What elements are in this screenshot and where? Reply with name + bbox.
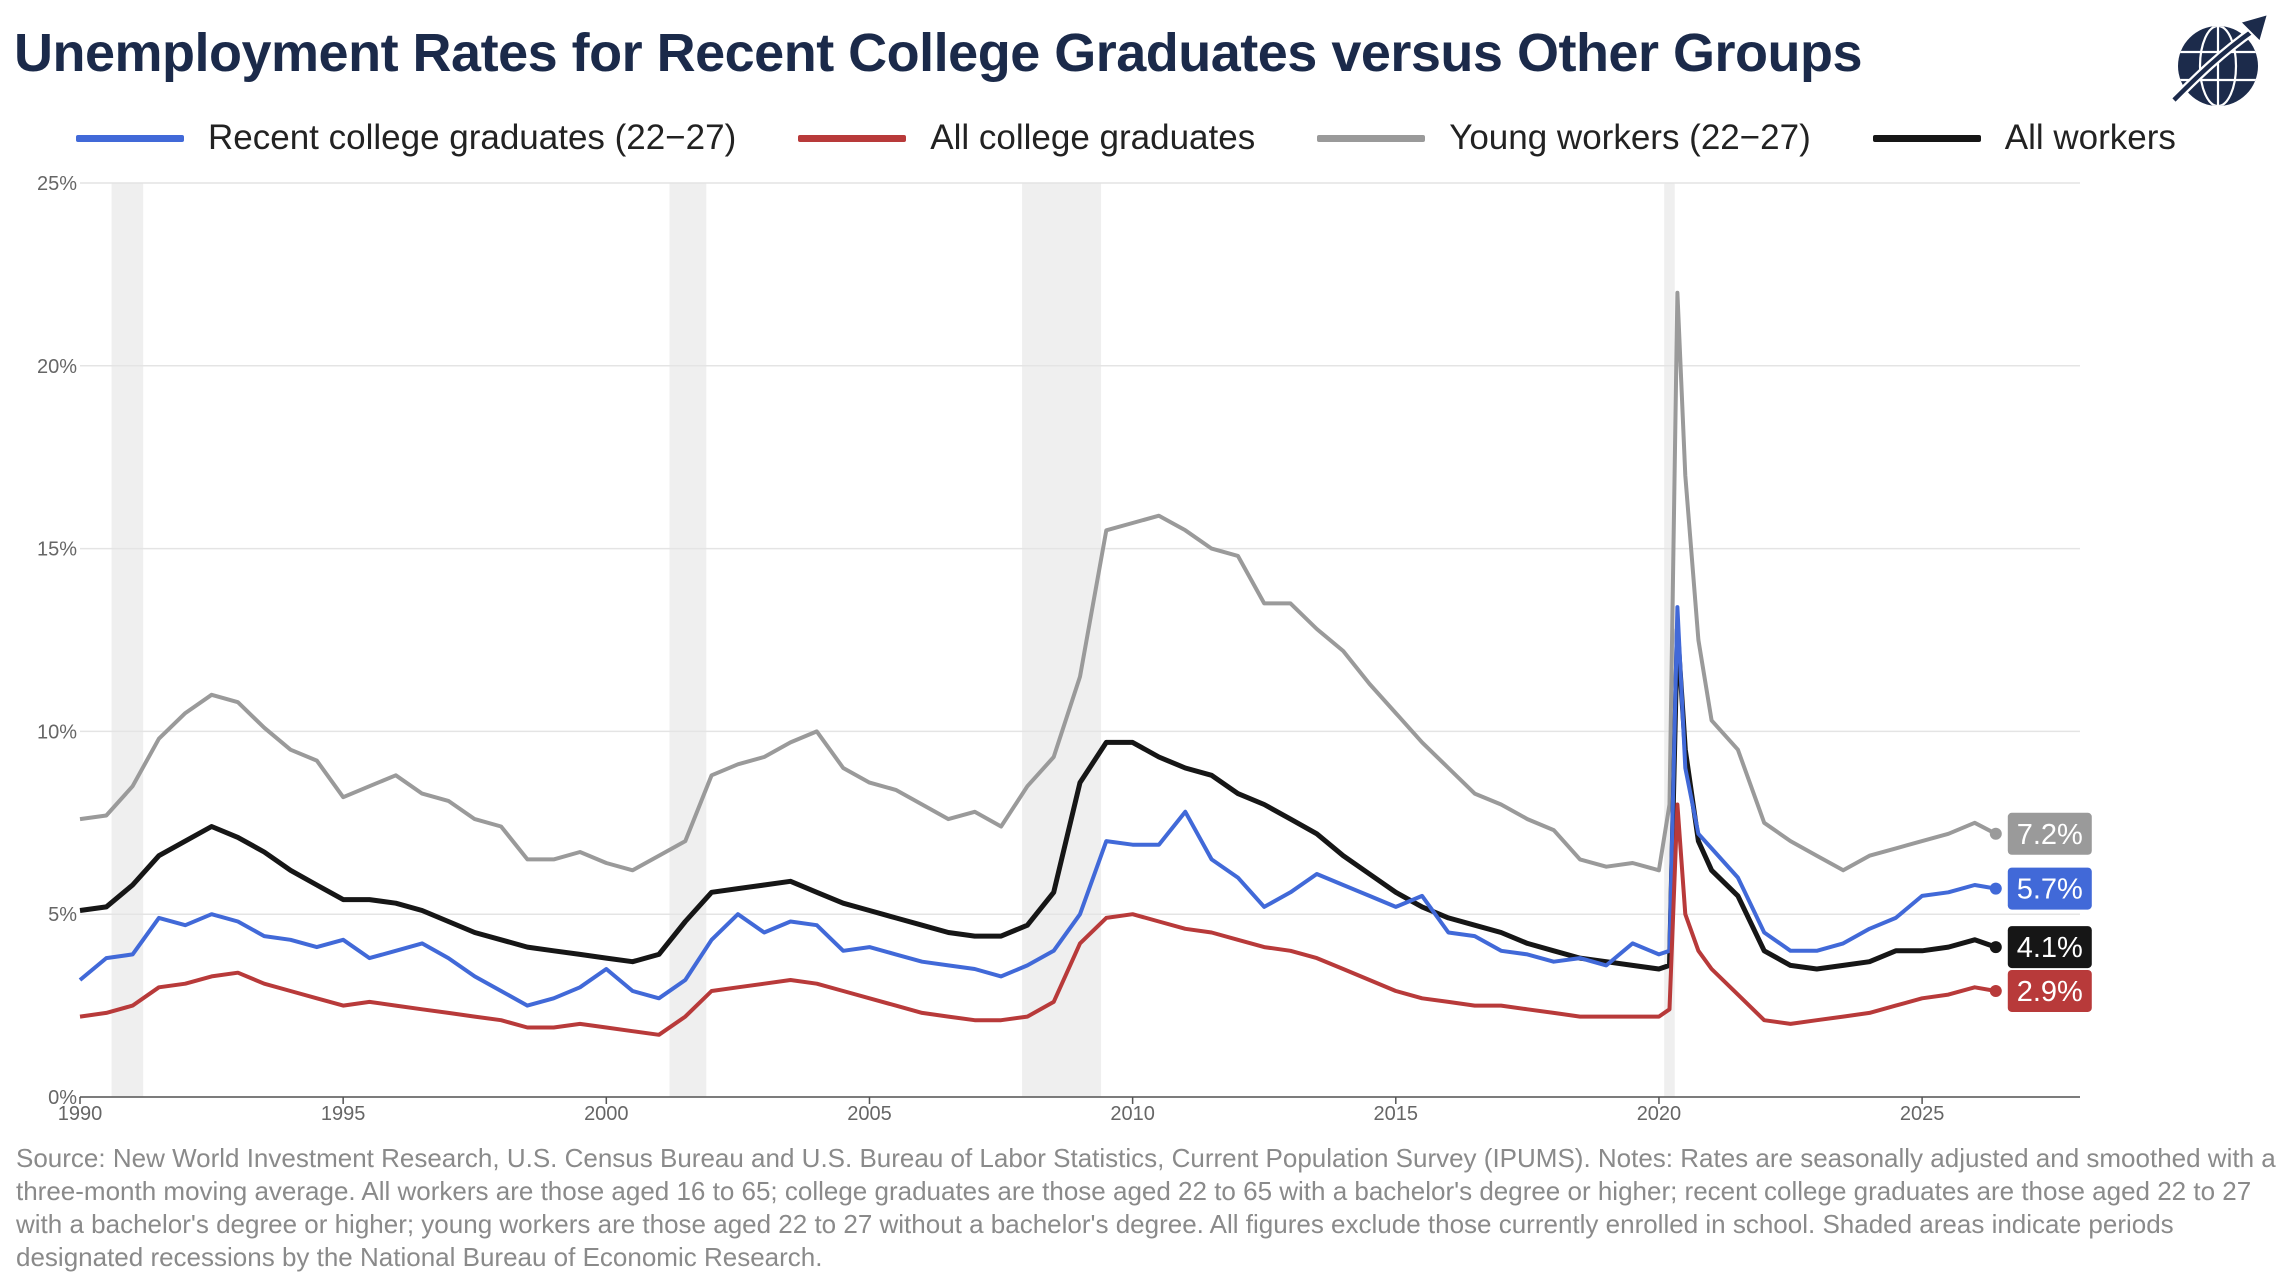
x-tick-label: 2020 — [1637, 1103, 1682, 1125]
end-value-label: 4.1% — [2017, 932, 2083, 964]
y-tick-label: 0% — [48, 1087, 77, 1109]
legend-label-all-workers: All workers — [2004, 118, 2176, 157]
legend-swatch-young-workers — [1317, 134, 1426, 142]
end-value-label: 2.9% — [2017, 976, 2083, 1008]
end-value-badge — [2007, 812, 2092, 855]
end-value-badge — [2007, 926, 2092, 969]
legend-item-recent-grads: Recent college graduates (22−27) — [76, 118, 736, 158]
recession-band — [111, 183, 144, 1097]
end-point-marker — [1989, 984, 2002, 997]
legend-label-all-grads: All college graduates — [930, 118, 1256, 157]
line-chart: 0% 5% 10% 15% 20% 25% 1990 1995 2000 2005 2010 2015… — [37, 173, 2092, 1125]
legend-item-all-grads: All college graduates — [798, 118, 1255, 158]
chart-title: Unemployment Rates for Recent College Gr… — [14, 23, 1862, 83]
end-value-label: 5.7% — [2017, 874, 2083, 906]
recession-band — [669, 183, 707, 1097]
legend-label-recent-grads: Recent college graduates (22−27) — [208, 118, 737, 157]
end-value-label: 7.2% — [2017, 819, 2083, 851]
y-tick-label: 20% — [37, 356, 77, 378]
series-line — [78, 605, 1997, 1008]
legend-swatch-all-grads — [798, 134, 907, 142]
source-note: Source: New World Investment Research, U… — [16, 1143, 2276, 1272]
x-tick-label: 2025 — [1900, 1103, 1945, 1125]
legend-label-young-workers: Young workers (22−27) — [1449, 118, 1811, 157]
end-point-marker — [1989, 827, 2002, 840]
end-point-marker — [1989, 941, 2002, 954]
y-tick-label: 25% — [37, 173, 77, 195]
x-tick-label: 2000 — [584, 1103, 629, 1125]
y-tick-label: 15% — [37, 539, 77, 561]
y-tick-label: 5% — [48, 904, 77, 926]
end-point-marker — [1989, 882, 2002, 895]
series-line — [79, 802, 1997, 1037]
x-tick-label: 2015 — [1374, 1103, 1419, 1125]
legend-item-young-workers: Young workers (22−27) — [1317, 118, 1811, 158]
x-tick-label: 2005 — [847, 1103, 892, 1125]
x-tick-label: 2010 — [1110, 1103, 1155, 1125]
end-value-badge — [2007, 969, 2092, 1012]
y-tick-label: 10% — [37, 721, 77, 743]
globe-arrow-logo-icon — [2166, 8, 2276, 116]
recession-band — [1664, 183, 1675, 1097]
legend-swatch-all-workers — [1872, 134, 1981, 142]
end-value-badge — [2007, 867, 2092, 910]
x-tick-label: 1990 — [58, 1103, 103, 1125]
legend-item-all-workers: All workers — [1872, 118, 2176, 158]
series-line — [79, 290, 1997, 873]
chart-legend: Recent college graduates (22−27) All col… — [76, 112, 2238, 164]
legend-swatch-recent-grads — [76, 134, 184, 142]
x-tick-label: 1995 — [321, 1103, 366, 1125]
